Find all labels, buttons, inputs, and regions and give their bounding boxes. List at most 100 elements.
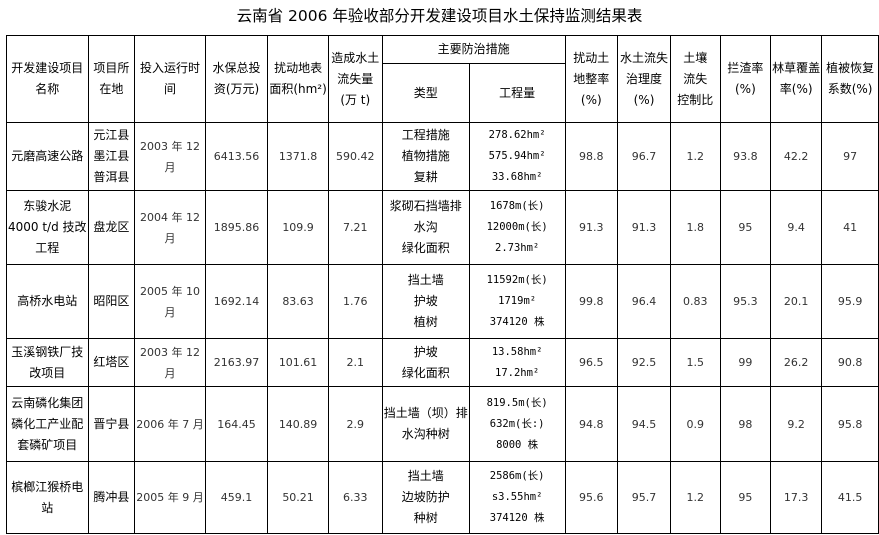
cell-loss: 2.1 (327, 338, 383, 387)
cell-line: 4000 t/d 技改 (8, 220, 87, 234)
header-soil-ratio: 土壤 流失 控制比 (669, 35, 721, 123)
cell-line: 植树 (413, 315, 438, 329)
cell-loss: 1.76 (327, 264, 383, 339)
cell-name: 玉溪钢铁厂技 改项目 (6, 338, 89, 387)
cell-location: 晋宁县 (87, 386, 136, 462)
cell-quantity: 819.5m(长) 632m(长:) 8000 株 (468, 386, 566, 462)
cell-line: 月 (164, 366, 176, 380)
cell-quantity: 2586m(长) s3.55hm² 374120 株 (468, 461, 566, 534)
cell-line: 玉溪钢铁厂技 (11, 344, 84, 359)
cell-start: 2006 年 7 月 (134, 386, 206, 462)
cell-line: 套磷矿项目 (17, 437, 78, 452)
cell-area: 50.21 (267, 461, 329, 534)
cell-control: 96.7 (617, 122, 671, 191)
cell-line: 站 (41, 500, 54, 515)
header-measures: 主要防治措施 (381, 35, 566, 64)
cell-line: 12000m(长) (486, 221, 548, 233)
cell-line: 土壤 (683, 50, 708, 65)
cell-land-rate: 96.5 (564, 338, 619, 387)
cell-line: 2006 年 7 月 (136, 417, 204, 431)
cell-location: 盘龙区 (87, 190, 136, 265)
cell-invest: 459.1 (204, 461, 269, 534)
cell-veg: 95.8 (821, 386, 879, 462)
cell-cover: 17.3 (770, 461, 823, 534)
cell-name: 元磨高速公路 (6, 122, 89, 191)
cell-line: 元江县 (93, 128, 130, 142)
cell-area: 1371.8 (267, 122, 329, 191)
cell-quantity: 1678m(长) 12000m(长) 2.73hm² (468, 190, 566, 265)
cell-line: 浆砌石挡墙排 (389, 199, 462, 213)
cell-slag: 98 (719, 386, 772, 462)
cell-type: 工程措施 植物措施 复耕 (381, 122, 470, 191)
cell-line: 资(万元) (213, 82, 260, 96)
cell-line: 云南磷化集团 (11, 395, 84, 410)
cell-area: 83.63 (267, 264, 329, 339)
cell-name: 东骏水泥 4000 t/d 技改 工程 (6, 190, 89, 265)
cell-line: 2005 年 9 月 (136, 491, 204, 504)
table-row: 云南磷化集团 磷化工产业配 套磷矿项目 晋宁县 2006 年 7 月 164.45 140.… (6, 386, 879, 462)
cell-line: 项目所 (93, 61, 130, 75)
cell-soil-ratio: 1.8 (669, 190, 721, 265)
header-land-rate: 扰动土 地整率 (%) (564, 35, 619, 123)
cell-line: 开发建设项目 (11, 61, 84, 75)
table-title: 云南省 2006 年验收部分开发建设项目水土保持监测结果表 (236, 7, 643, 25)
cell-line: 工程措施 (401, 128, 450, 142)
cell-line: 改项目 (29, 365, 66, 380)
cell-line: (万 t) (340, 92, 371, 107)
cell-line: 33.68hm² (491, 171, 543, 183)
cell-line: 1678m(长) (489, 200, 545, 212)
cell-loss: 2.9 (327, 386, 383, 462)
cell-type: 护坡 绿化面积 (381, 338, 470, 387)
cell-control: 92.5 (617, 338, 671, 387)
cell-line: 种树 (413, 511, 438, 525)
cell-cover: 42.2 (770, 122, 823, 191)
cell-line: 挡土墙 (407, 273, 444, 287)
header-veg: 植被恢复 系数(%) (821, 35, 879, 123)
cell-location: 元江县 墨江县 普洱县 (87, 122, 136, 191)
cell-line: 挡土墙 (407, 469, 444, 483)
cell-line: 2004 年 12 (140, 210, 200, 224)
cell-line: 374120 株 (489, 512, 545, 524)
table-row: 玉溪钢铁厂技 改项目 红塔区 2003 年 12 月 2163.97 101.61 2.1 护坡… (6, 338, 879, 387)
cell-veg: 97 (821, 122, 879, 191)
cell-line: 控制比 (677, 92, 714, 107)
cell-line: 普洱县 (93, 170, 130, 184)
cell-line: 278.62hm² (488, 129, 546, 141)
cell-line: 复耕 (413, 170, 438, 184)
cell-line: 墨江县 (93, 149, 130, 163)
cell-line: 系数(%) (827, 82, 873, 96)
cell-soil-ratio: 0.83 (669, 264, 721, 339)
cell-slag: 95 (719, 461, 772, 534)
cell-line: (%) (633, 92, 655, 107)
cell-line: 流失量 (337, 71, 374, 86)
cell-start: 2005 年 10 月 (134, 264, 206, 339)
cell-control: 95.7 (617, 461, 671, 534)
cell-quantity: 11592m(长) 1719m² 374120 株 (468, 264, 566, 339)
table-row: 东骏水泥 4000 t/d 技改 工程 盘龙区 2004 年 12 月 1895.86 109… (6, 190, 879, 265)
cell-line: 月 (164, 305, 176, 319)
cell-line: 名称 (35, 82, 60, 96)
cell-veg: 95.9 (821, 264, 879, 339)
cell-invest: 2163.97 (204, 338, 269, 387)
header-start: 投入运行时间 (134, 35, 206, 123)
cell-cover: 26.2 (770, 338, 823, 387)
header-invest: 水保总投 资(万元) (204, 35, 269, 123)
cell-line: 林草覆盖 (772, 61, 821, 75)
cell-line: 2003 年 12 (140, 139, 200, 153)
cell-start: 2004 年 12 月 (134, 190, 206, 265)
cell-line: 扰动地表 (274, 61, 323, 75)
cell-quantity: 278.62hm² 575.94hm² 33.68hm² (468, 122, 566, 191)
cell-line: s3.55hm² (491, 491, 543, 503)
cell-control: 91.3 (617, 190, 671, 265)
cell-line: 374120 株 (489, 316, 545, 328)
cell-line: 槟榔江猴桥电 (11, 479, 84, 494)
cell-soil-ratio: 1.2 (669, 461, 721, 534)
cell-line: 575.94hm² (488, 150, 546, 162)
cell-line: 面积(hm²) (269, 82, 327, 96)
header-control: 水土流失 治理度 (%) (617, 35, 671, 123)
cell-line: 治理度 (626, 71, 663, 86)
cell-cover: 9.2 (770, 386, 823, 462)
cell-line: 投入运行时 (140, 61, 201, 75)
header-slag: 拦渣率 (%) (719, 35, 772, 123)
cell-line: 1719m² (498, 295, 537, 307)
